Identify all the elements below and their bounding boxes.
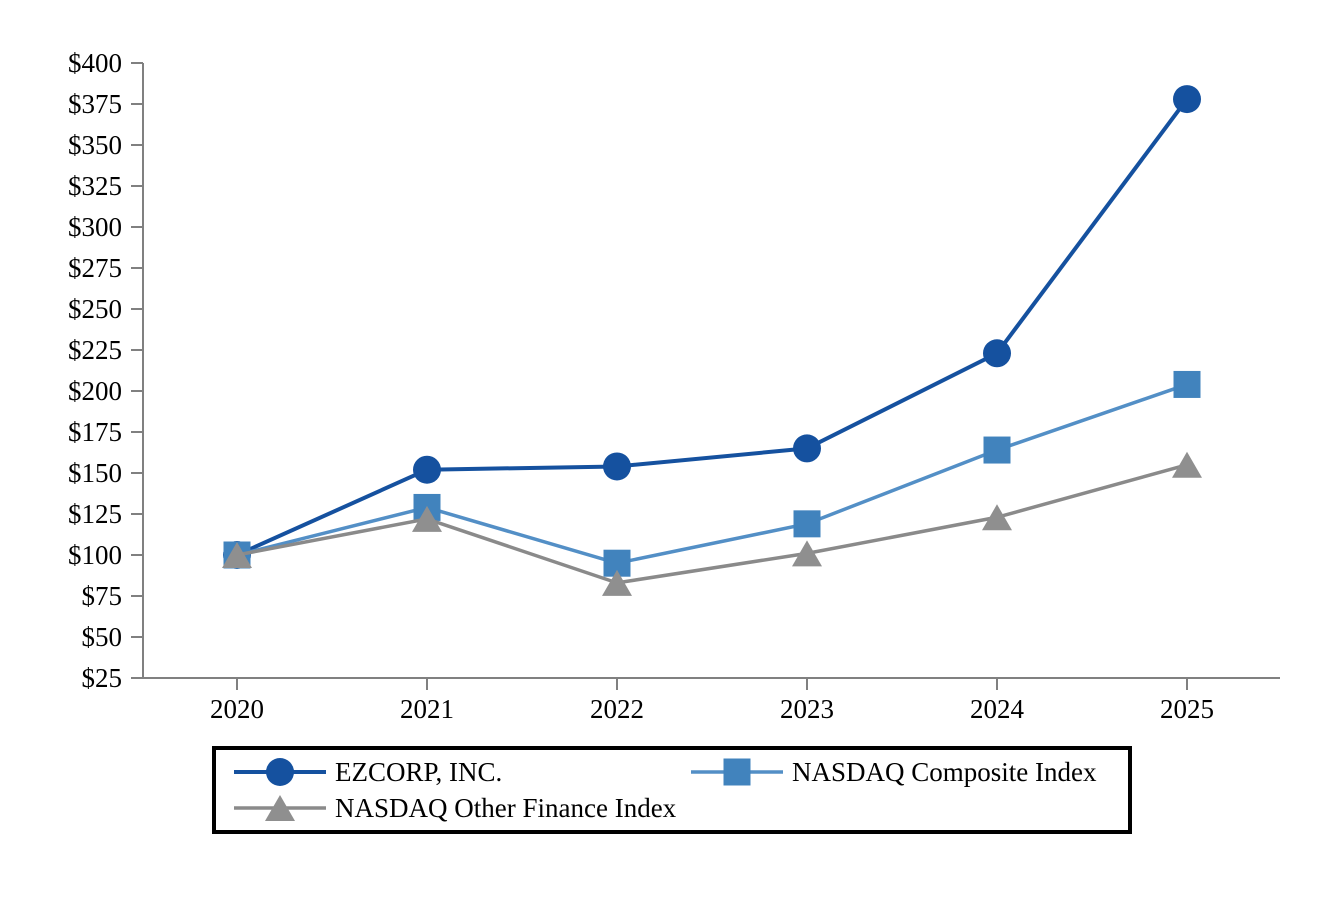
marker-nasdaq-other-finance-index-2024 — [982, 504, 1012, 531]
y-tick-label: $275 — [68, 253, 122, 283]
series-line-nasdaq-composite-index — [236, 382, 1188, 566]
square-marker-icon — [691, 758, 783, 786]
y-tick-label: $100 — [68, 540, 122, 570]
y-tick-label: $175 — [68, 417, 122, 447]
y-tick-label: $225 — [68, 335, 122, 365]
y-tick-label: $375 — [68, 89, 122, 119]
x-tick-label: 2020 — [210, 694, 264, 724]
marker-nasdaq-other-finance-index-2020 — [222, 542, 252, 568]
circle-marker-icon — [234, 758, 326, 786]
y-tick-label: $200 — [68, 376, 122, 406]
x-tick-label: 2021 — [400, 694, 454, 724]
marker-nasdaq-other-finance-index-2021 — [412, 505, 442, 532]
x-tick-label: 2022 — [590, 694, 644, 724]
marker-nasdaq-composite-index-2025 — [1173, 370, 1201, 398]
marker-nasdaq-composite-index-2023 — [793, 510, 821, 538]
y-tick-label: $325 — [68, 171, 122, 201]
series-line-ezcorp-inc — [236, 97, 1189, 557]
y-tick-label: $150 — [68, 458, 122, 488]
y-tick-label: $400 — [68, 48, 122, 78]
marker-nasdaq-composite-index-2024 — [983, 436, 1011, 464]
legend-entry-nasdaq-other-finance: NASDAQ Other Finance Index — [232, 790, 676, 826]
y-tick-label: $50 — [82, 622, 123, 652]
marker-ezcorp-inc-2025 — [1173, 85, 1201, 114]
x-tick-label: 2025 — [1160, 694, 1214, 724]
chart-plot-area: $25 $50 $75 $100 $125 $150 $175 $200 $225 $250 $27… — [68, 48, 1280, 724]
marker-ezcorp-inc-2021 — [413, 455, 441, 484]
y-tick-label: $125 — [68, 499, 122, 529]
legend-label-ezcorp: EZCORP, INC. — [335, 756, 503, 787]
series-line-nasdaq-other-finance-index — [236, 463, 1188, 585]
y-tick-label: $75 — [82, 581, 123, 611]
marker-ezcorp-inc-2023 — [793, 434, 821, 463]
legend-entry-nasdaq-composite: NASDAQ Composite Index — [689, 754, 1097, 790]
chart-legend: EZCORP, INC. NASDAQ Composite Index NASD… — [212, 746, 1132, 834]
y-tick-label: $25 — [82, 663, 123, 693]
marker-nasdaq-other-finance-index-2022 — [602, 569, 632, 596]
marker-ezcorp-inc-2022 — [603, 452, 631, 481]
triangle-marker-icon — [234, 795, 326, 821]
y-tick-label: $300 — [68, 212, 122, 242]
marker-nasdaq-other-finance-index-2023 — [792, 540, 822, 567]
marker-nasdaq-other-finance-index-2025 — [1172, 451, 1202, 478]
x-tick-label: 2023 — [780, 694, 834, 724]
marker-ezcorp-inc-2024 — [983, 339, 1011, 368]
legend-label-nasdaq-other-finance: NASDAQ Other Finance Index — [335, 792, 677, 823]
y-tick-label: $350 — [68, 130, 122, 160]
x-tick-label: 2024 — [970, 694, 1025, 724]
legend-entry-ezcorp: EZCORP, INC. — [232, 754, 502, 790]
y-tick-label: $250 — [68, 294, 122, 324]
legend-label-nasdaq-composite: NASDAQ Composite Index — [792, 756, 1097, 787]
